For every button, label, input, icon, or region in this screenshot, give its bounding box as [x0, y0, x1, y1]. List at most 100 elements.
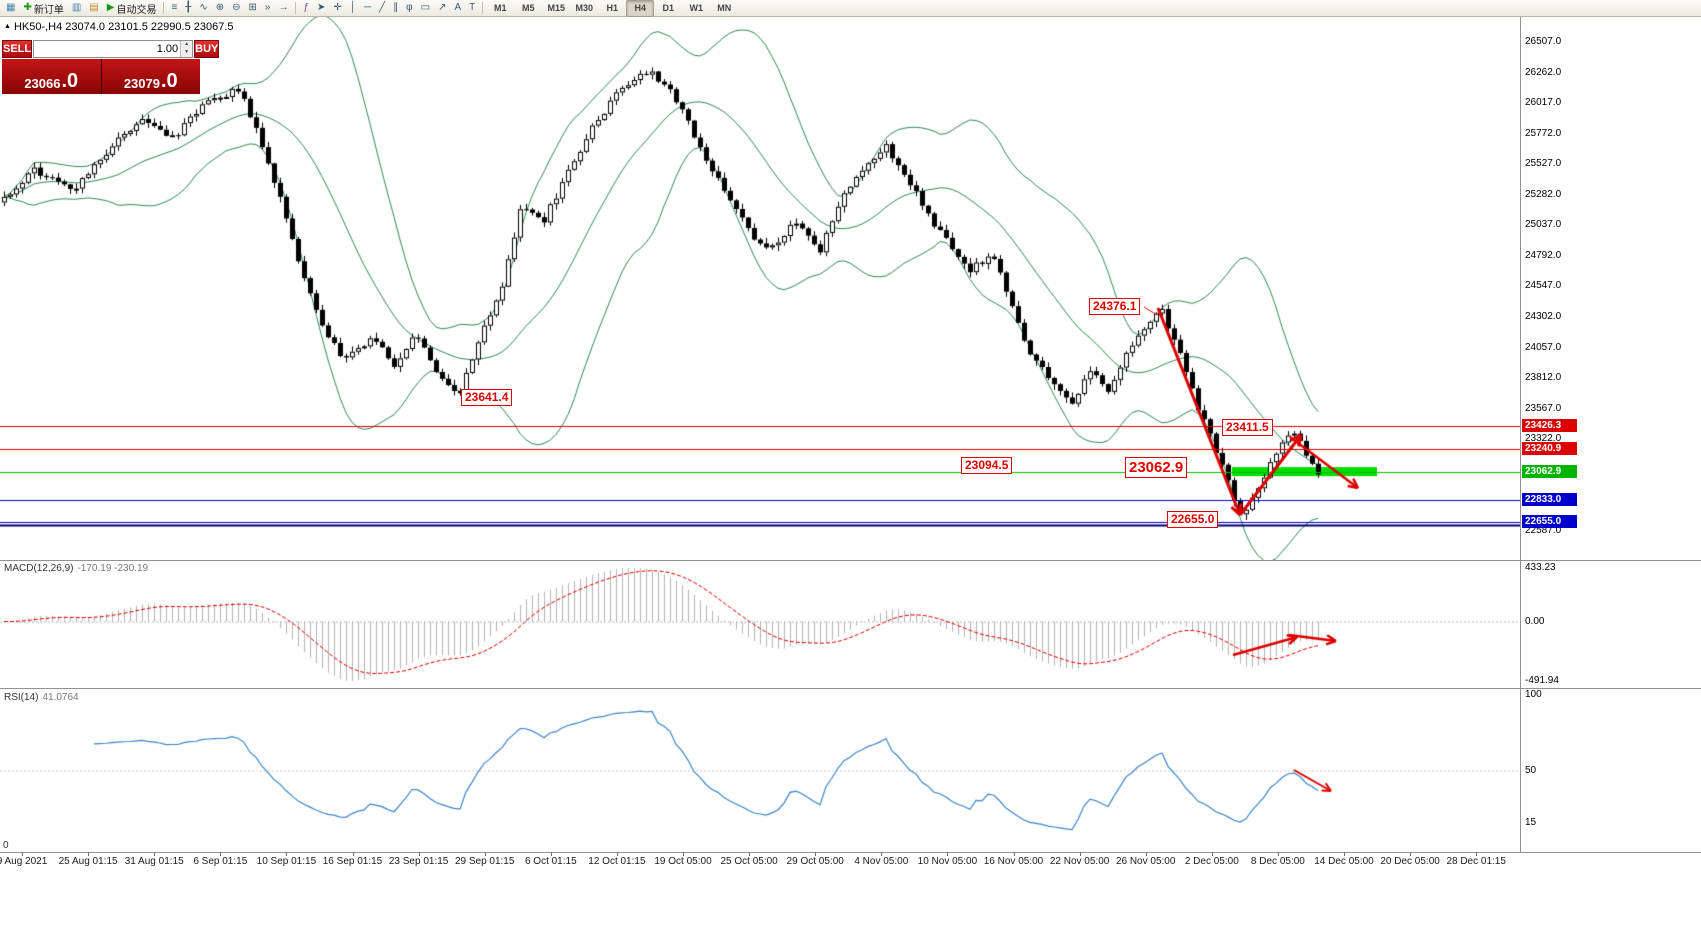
macd-axis-zero: 0.00: [1525, 615, 1545, 627]
price-scale-label: 26017.0: [1525, 97, 1562, 109]
vertical-line-icon[interactable]: │: [346, 0, 360, 17]
new-order-icon: ✚: [23, 2, 32, 13]
new-order-button[interactable]: ✚ 新订单: [19, 0, 67, 17]
candlestick-chart-icon[interactable]: ╂: [181, 0, 195, 17]
fibonacci-icon[interactable]: φ: [402, 0, 416, 17]
channel-icon[interactable]: ∥: [389, 0, 402, 17]
line-chart-icon[interactable]: ∿: [195, 0, 211, 17]
timeframe-w1-button[interactable]: W1: [689, 3, 704, 13]
chart-shift-icon: →: [278, 2, 289, 13]
volume-increase-button[interactable]: ▲: [181, 41, 193, 49]
zoom-in-button[interactable]: ⊕: [212, 0, 228, 17]
horizontal-line-icon: ─: [364, 2, 372, 13]
price-scale-label: 24057.0: [1525, 341, 1562, 353]
volume-input[interactable]: [34, 41, 181, 57]
price-axis-separator: [1520, 17, 1521, 852]
text-tool-icon[interactable]: A: [451, 0, 466, 17]
time-axis-tick: [815, 852, 817, 856]
macd-indicator-label: MACD(12,26,9) -170.19 -230.19: [4, 563, 148, 574]
cursor-icon[interactable]: ➤: [313, 0, 329, 17]
buy-price-main: 23079: [123, 76, 160, 91]
one-click-trading-widget: SELL ▲ ▼ BUY 23066 .0 23079 .0: [2, 40, 220, 94]
charts-grid-icon: ▥: [71, 2, 82, 13]
time-axis-label: 25 Aug 01:15: [58, 856, 118, 867]
price-line-tag: 23062.9: [1522, 464, 1577, 478]
tile-windows-icon[interactable]: ⊞: [245, 0, 261, 17]
chart-window-icon[interactable]: ▦: [2, 0, 19, 17]
rsi-title: RSI(14): [4, 692, 39, 703]
time-axis-label: 29 Oct 05:00: [786, 856, 844, 867]
timeframe-m30-button[interactable]: M30: [575, 3, 594, 13]
crosshair-icon[interactable]: ✛: [329, 0, 345, 17]
chart-shift-icon[interactable]: →: [274, 0, 292, 17]
vertical-line-icon: │: [349, 2, 357, 13]
volume-decrease-button[interactable]: ▼: [181, 49, 193, 57]
bars-chart-icon[interactable]: ≡: [167, 0, 181, 17]
line-chart-icon: ∿: [199, 2, 208, 13]
profiles-icon: ▤: [89, 2, 99, 13]
time-axis-label: 31 Aug 01:15: [124, 856, 184, 867]
channel-icon: ∥: [393, 2, 399, 13]
trendline-icon[interactable]: ╱: [375, 0, 389, 17]
sell-price-pips: .0: [61, 70, 79, 92]
zoom-out-button[interactable]: ⊖: [228, 0, 244, 17]
price-scale-label: 25037.0: [1525, 219, 1562, 231]
volume-field: ▲ ▼: [33, 40, 194, 58]
macd-panel-canvas[interactable]: [0, 561, 1520, 688]
buy-button[interactable]: BUY: [194, 40, 220, 58]
price-scale-label: 26262.0: [1525, 66, 1562, 78]
time-axis-tick: [1211, 852, 1213, 856]
timeframe-m1-button[interactable]: M1: [494, 3, 507, 13]
buy-price-display[interactable]: 23079 .0: [101, 59, 200, 94]
time-axis-label: 2 Dec 05:00: [1184, 856, 1239, 867]
shapes-icon[interactable]: ▭: [417, 0, 434, 17]
timeframe-m15-button[interactable]: M15: [547, 3, 566, 13]
profiles-icon[interactable]: ▤: [85, 0, 102, 17]
charts-grid-icon[interactable]: ▥: [68, 0, 85, 17]
time-axis-tick: [220, 852, 222, 856]
panel-separator[interactable]: [0, 688, 1701, 689]
price-scale-label: 24302.0: [1525, 311, 1562, 323]
text-tool-icon: A: [454, 2, 462, 13]
timeframe-h1-button[interactable]: H1: [606, 3, 619, 13]
autotrading-button[interactable]: ▶ 自动交易: [103, 0, 161, 17]
time-axis-tick: [88, 852, 90, 856]
rsi-panel-canvas[interactable]: [0, 689, 1520, 852]
time-axis-tick: [286, 852, 288, 856]
timeframe-mn-button[interactable]: MN: [717, 3, 732, 13]
shapes-icon: ▭: [420, 2, 431, 13]
horizontal-line-icon[interactable]: ─: [360, 0, 375, 17]
arrow-tool-icon: ↗: [438, 2, 447, 13]
time-axis-label: 22 Nov 05:00: [1049, 856, 1110, 867]
auto-scroll-icon[interactable]: »: [261, 0, 275, 17]
time-axis-label: 16 Nov 05:00: [983, 856, 1044, 867]
symbol-marker-icon: ▲: [4, 23, 11, 30]
time-axis-label: 28 Dec 01:15: [1446, 856, 1506, 867]
price-chart-canvas[interactable]: [0, 17, 1520, 560]
indicators-button[interactable]: ƒ: [299, 0, 313, 17]
time-axis-label: 9 Aug 2021: [0, 856, 48, 867]
time-axis-tick: [22, 852, 23, 856]
price-line-tag: 23426.3: [1522, 419, 1577, 433]
sell-button[interactable]: SELL: [2, 40, 33, 58]
panel-separator[interactable]: [0, 560, 1701, 561]
time-axis-label: 12 Oct 01:15: [588, 856, 646, 867]
time-axis-tick: [1344, 852, 1345, 856]
main-toolbar: ▦ ✚ 新订单 ▥ ▤ ▶ 自动交易 ≡ ╂ ∿ ⊕ ⊖ ⊞» → ƒ ➤ ✛ │ ─ ╱ ∥ φ ▭ ↗ A T M1 M5 M15 M…: [0, 0, 1701, 17]
price-scale-label: 26507.0: [1525, 36, 1562, 47]
price-scale-label: 25772.0: [1525, 127, 1562, 139]
price-scale-label: 25527.0: [1525, 158, 1562, 170]
arrow-tool-icon[interactable]: ↗: [434, 0, 450, 17]
timeframe-h4-button[interactable]: H4: [626, 0, 655, 17]
time-axis-tick: [484, 852, 486, 856]
autotrading-icon: ▶: [106, 2, 115, 13]
timeframe-d1-button[interactable]: D1: [662, 3, 675, 13]
timeframe-m5-button[interactable]: M5: [522, 3, 535, 13]
time-axis-tick: [616, 852, 618, 856]
label-tool-icon[interactable]: T: [465, 0, 479, 17]
bars-chart-icon: ≡: [171, 2, 178, 13]
sell-price-display[interactable]: 23066 .0: [2, 59, 101, 94]
time-axis-tick: [881, 852, 883, 856]
time-axis-tick: [1410, 852, 1412, 856]
